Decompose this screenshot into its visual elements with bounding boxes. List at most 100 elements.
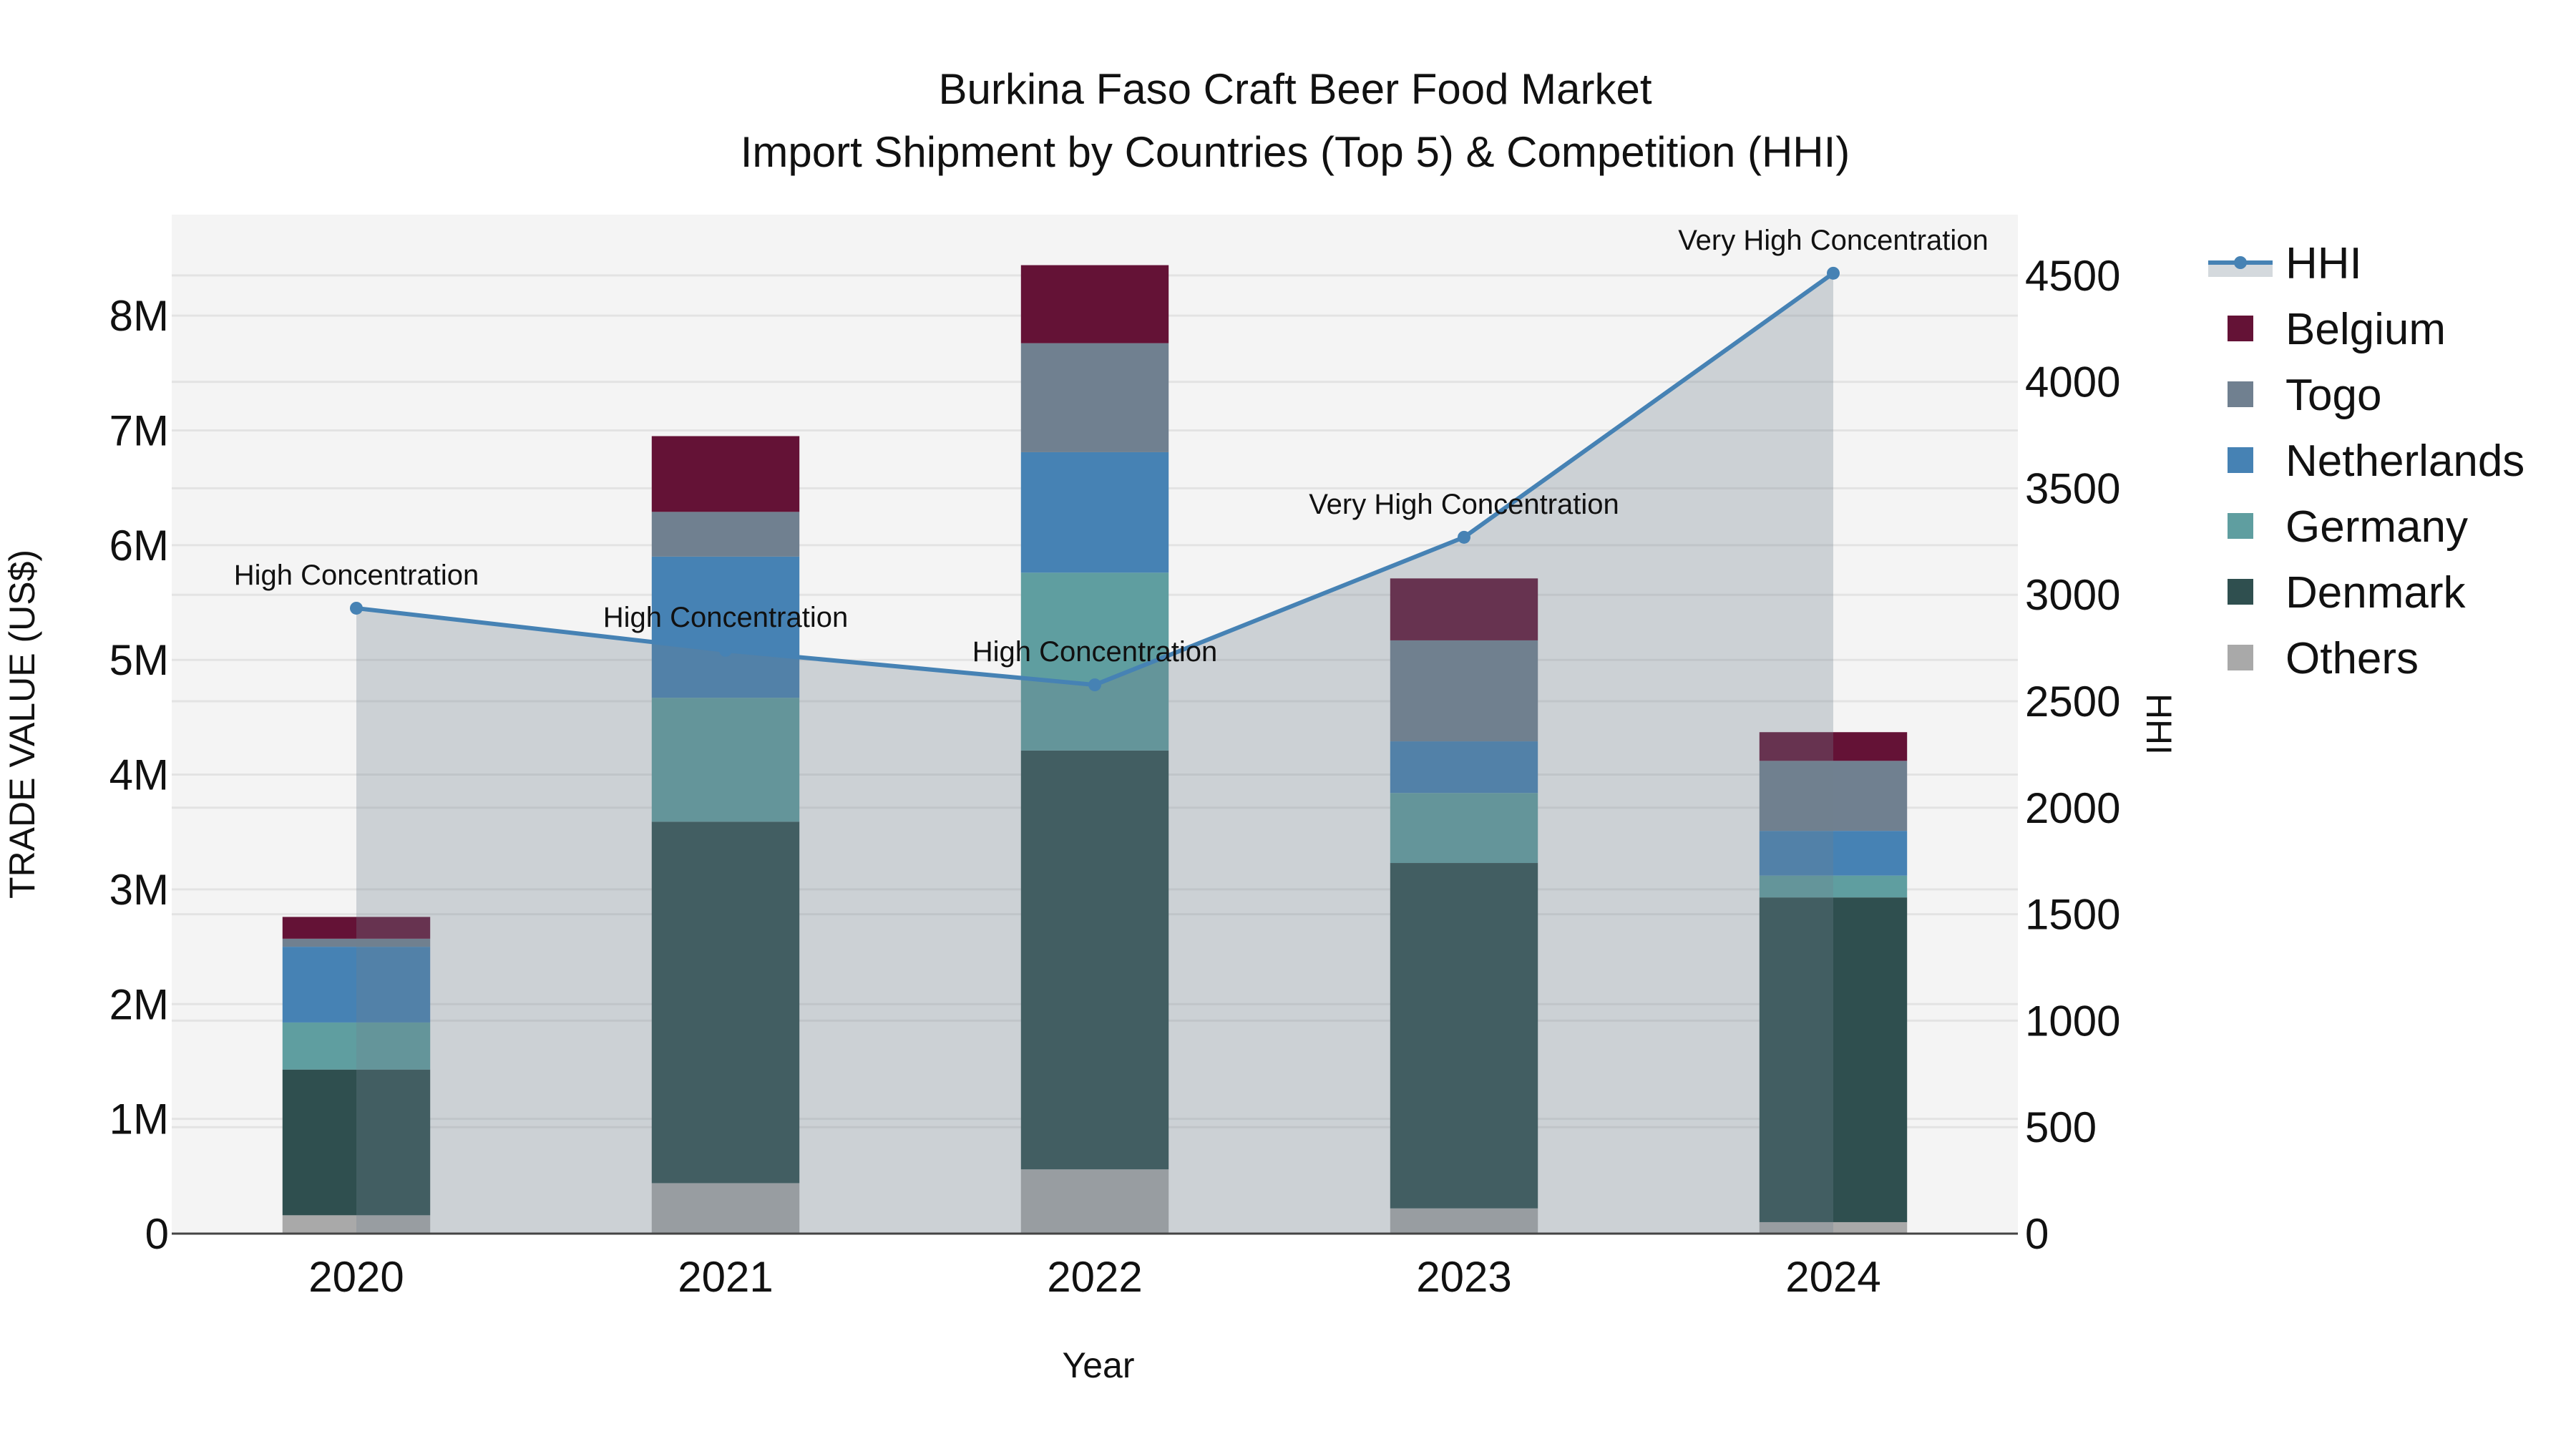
legend-label: Others xyxy=(2285,634,2419,683)
bar-stack-2024 xyxy=(1759,732,1908,1234)
bar-segment-netherlands xyxy=(1759,831,1908,876)
y2-tick-label: 4500 xyxy=(2025,252,2120,300)
hhi-area-fill xyxy=(356,273,1833,1234)
bar-segment-germany xyxy=(1020,572,1169,751)
bar-segment-germany xyxy=(282,1022,431,1070)
bar-segment-others xyxy=(1759,1221,1908,1234)
legend-label: Belgium xyxy=(2285,305,2446,354)
y-tick-label: 2M xyxy=(109,980,169,1028)
hhi-annotation: High Concentration xyxy=(234,560,479,591)
legend-label: Netherlands xyxy=(2285,436,2524,486)
legend-swatch-icon xyxy=(2228,381,2253,407)
legend-item-denmark[interactable]: Denmark xyxy=(2228,568,2467,618)
y-tick-label: 7M xyxy=(109,406,169,454)
y-axis-ticks: 0 1M 2M 3M 4M 5M 6M 7M 8M xyxy=(109,292,169,1258)
y2-axis-title: HHI xyxy=(2139,693,2179,755)
y2-tick-label: 500 xyxy=(2025,1103,2097,1151)
hhi-marker xyxy=(1827,266,1840,280)
x-tick-label: 2022 xyxy=(1047,1253,1142,1301)
bar-segment-netherlands xyxy=(282,947,431,1023)
legend-item-togo[interactable]: Togo xyxy=(2228,371,2381,420)
legend-item-hhi[interactable]: HHI xyxy=(2208,239,2362,288)
x-tick-label: 2024 xyxy=(1785,1253,1880,1301)
bar-segment-others xyxy=(1390,1208,1538,1234)
legend-label: Germany xyxy=(2285,502,2468,552)
legend-swatch-icon xyxy=(2228,579,2253,605)
bar-segment-germany xyxy=(651,698,800,822)
bar-segment-denmark xyxy=(651,821,800,1184)
x-axis-title: Year xyxy=(1062,1345,1134,1385)
legend-label: Togo xyxy=(2285,371,2381,420)
y2-tick-label: 4000 xyxy=(2025,358,2120,406)
legend-label: Denmark xyxy=(2285,568,2467,618)
legend: HHI Belgium Togo Netherlands Germany Denmark O… xyxy=(2208,239,2524,683)
y2-tick-label: 0 xyxy=(2025,1210,2049,1258)
bar-segment-netherlands xyxy=(1020,452,1169,573)
hhi-annotations: High Concentration High Concentration High… xyxy=(234,225,1989,668)
y-tick-label: 0 xyxy=(145,1210,169,1258)
legend-label: HHI xyxy=(2285,239,2362,288)
hhi-annotation: High Concentration xyxy=(603,602,848,633)
bar-segment-belgium xyxy=(651,436,800,512)
bar-segment-denmark xyxy=(1390,863,1538,1209)
y-tick-label: 8M xyxy=(109,292,169,340)
bar-segment-belgium xyxy=(1390,578,1538,640)
bar-stack-2023 xyxy=(1390,578,1538,1234)
y-tick-label: 3M xyxy=(109,866,169,914)
hhi-trace xyxy=(350,266,1840,1234)
y-tick-label: 6M xyxy=(109,522,169,570)
x-tick-label: 2020 xyxy=(308,1253,404,1301)
y-tick-label: 5M xyxy=(109,636,169,684)
bar-segment-others xyxy=(1020,1169,1169,1234)
x-tick-label: 2023 xyxy=(1416,1253,1511,1301)
bar-segment-others xyxy=(282,1215,431,1234)
y2-tick-label: 3500 xyxy=(2025,464,2120,512)
legend-hhi-marker-icon xyxy=(2234,256,2247,269)
stacked-bars xyxy=(282,265,1908,1234)
y2-tick-label: 1500 xyxy=(2025,891,2120,939)
chart-title: Burkina Faso Craft Beer Food Market xyxy=(938,65,1652,113)
legend-swatch-icon xyxy=(2228,513,2253,539)
bar-segment-belgium xyxy=(282,917,431,939)
x-axis-ticks: 2020 2021 2022 2023 2024 xyxy=(308,1253,1880,1301)
legend-item-germany[interactable]: Germany xyxy=(2228,502,2468,552)
y-tick-label: 4M xyxy=(109,751,169,799)
bar-segment-togo xyxy=(1390,640,1538,742)
hhi-annotation: Very High Concentration xyxy=(1678,225,1989,256)
bar-segment-netherlands xyxy=(1390,741,1538,794)
bar-stack-2021 xyxy=(651,436,800,1234)
bar-segment-others xyxy=(651,1183,800,1234)
legend-item-belgium[interactable]: Belgium xyxy=(2228,305,2446,354)
hhi-annotation: High Concentration xyxy=(972,636,1217,668)
hhi-marker xyxy=(350,601,363,615)
bar-segment-germany xyxy=(1759,875,1908,898)
y-axis-title: TRADE VALUE (US$) xyxy=(2,550,42,899)
legend-item-netherlands[interactable]: Netherlands xyxy=(2228,436,2524,486)
legend-swatch-icon xyxy=(2228,316,2253,341)
bar-segment-belgium xyxy=(1020,265,1169,343)
legend-swatch-icon xyxy=(2228,447,2253,473)
bar-segment-belgium xyxy=(1759,732,1908,761)
legend-item-others[interactable]: Others xyxy=(2228,634,2419,683)
bar-stack-2020 xyxy=(282,917,431,1234)
hhi-annotation: Very High Concentration xyxy=(1309,489,1619,520)
y2-tick-label: 3000 xyxy=(2025,571,2120,619)
legend-hhi-fill-icon xyxy=(2208,263,2273,277)
chart-subtitle: Import Shipment by Countries (Top 5) & C… xyxy=(741,128,1850,176)
legend-swatch-icon xyxy=(2228,645,2253,670)
hhi-marker xyxy=(1088,678,1101,692)
y-tick-label: 1M xyxy=(109,1096,169,1143)
bar-segment-netherlands xyxy=(651,556,800,698)
bar-segment-denmark xyxy=(1759,897,1908,1222)
bar-segment-germany xyxy=(1390,793,1538,864)
hhi-marker xyxy=(1458,530,1470,544)
bar-segment-togo xyxy=(1020,343,1169,452)
bar-stack-2022 xyxy=(1020,265,1169,1234)
y2-tick-label: 2000 xyxy=(2025,784,2120,832)
bar-segment-togo xyxy=(651,512,800,557)
y2-tick-label: 1000 xyxy=(2025,997,2120,1045)
bar-segment-togo xyxy=(282,938,431,947)
x-tick-label: 2021 xyxy=(678,1253,773,1301)
y2-tick-label: 2500 xyxy=(2025,678,2120,726)
